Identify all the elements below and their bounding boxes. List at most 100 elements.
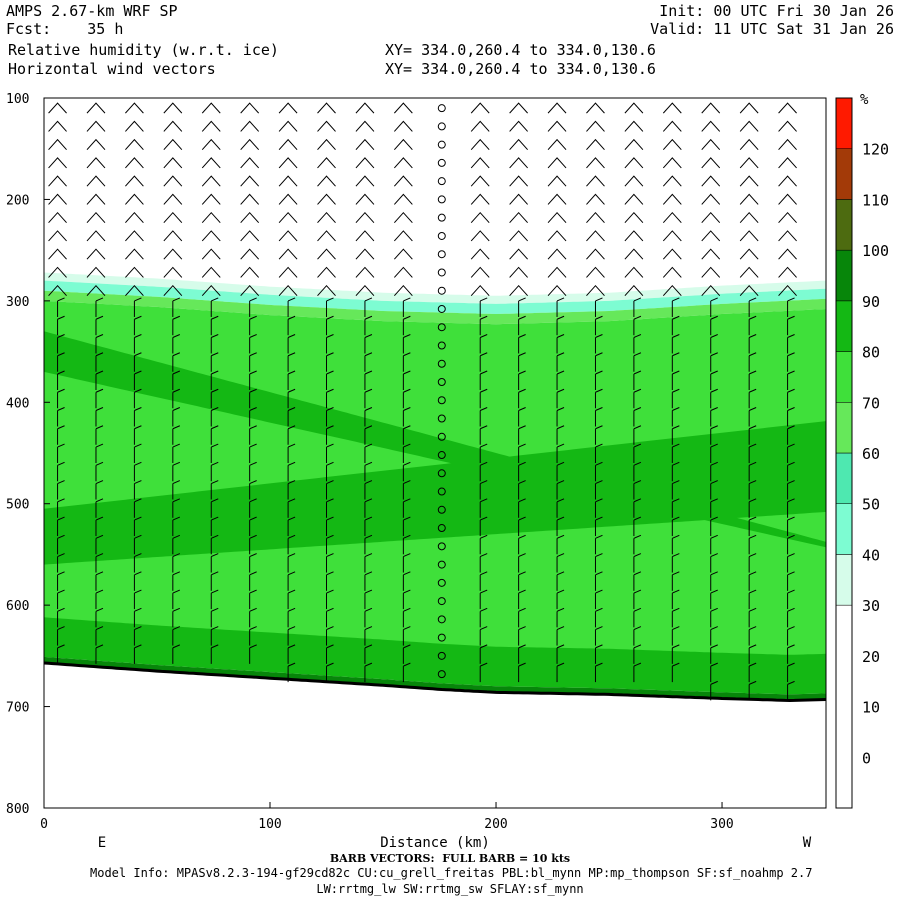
barb-shaft xyxy=(739,157,759,169)
barb-flag xyxy=(249,498,257,503)
wind-barb xyxy=(326,297,334,317)
barb-flag xyxy=(95,589,104,594)
wind-barb xyxy=(133,352,142,372)
barb-flag xyxy=(57,626,65,631)
wind-barb xyxy=(633,352,642,372)
barb-flag xyxy=(518,607,526,612)
wind-barb xyxy=(671,480,680,500)
barb-shaft xyxy=(163,284,183,297)
barb-shaft xyxy=(48,211,67,224)
barb-flag xyxy=(556,662,565,667)
wind-barb xyxy=(624,230,644,242)
below-ground-area xyxy=(44,663,826,808)
wind-barb xyxy=(633,315,642,336)
barb-shaft xyxy=(278,230,298,242)
barb-shaft xyxy=(509,248,528,260)
barb-flag xyxy=(595,571,603,576)
calm-wind-circle xyxy=(437,104,446,113)
barb-flag xyxy=(364,498,373,503)
barb-shaft xyxy=(662,175,682,187)
wind-barb xyxy=(594,461,603,482)
wind-barb xyxy=(48,138,67,150)
wind-barb xyxy=(402,644,411,664)
barb-flag xyxy=(633,662,642,667)
barb-flag xyxy=(95,626,104,631)
barb-flag xyxy=(95,498,104,503)
wind-barb xyxy=(287,480,296,500)
wind-barb xyxy=(48,102,67,114)
wind-barb xyxy=(739,102,759,114)
barb-shaft xyxy=(163,230,183,242)
wind-barb xyxy=(86,102,106,114)
barb-shaft xyxy=(355,193,375,205)
barb-shaft xyxy=(355,157,375,169)
barb-flag xyxy=(672,461,680,466)
wind-barb xyxy=(326,443,334,464)
barb-flag xyxy=(95,607,104,612)
wind-barb xyxy=(326,626,334,646)
wind-barb xyxy=(210,626,219,646)
barb-shaft xyxy=(470,138,490,150)
barb-flag xyxy=(211,553,219,558)
barb-flag xyxy=(95,315,104,320)
wind-barb xyxy=(402,589,411,610)
barb-flag xyxy=(672,388,680,393)
barb-flag xyxy=(287,461,296,466)
barb-flag xyxy=(672,297,680,302)
wind-barb xyxy=(633,589,642,610)
wind-barb xyxy=(748,662,757,683)
calm-wind-circle xyxy=(437,286,446,295)
wind-barb xyxy=(402,480,411,500)
barb-shaft xyxy=(393,138,413,150)
wind-barb xyxy=(633,626,642,646)
barb-shaft xyxy=(240,120,260,132)
wind-barb xyxy=(57,589,65,610)
wind-barb xyxy=(710,571,718,591)
wind-barb xyxy=(470,157,490,169)
barb-flag xyxy=(633,443,642,448)
wind-barb xyxy=(240,120,260,132)
wind-barb xyxy=(210,388,219,409)
wind-barb xyxy=(402,352,411,372)
barb-shaft xyxy=(163,211,183,224)
colorbar-swatch xyxy=(835,604,853,809)
wind-barb xyxy=(633,297,642,317)
wind-barb xyxy=(662,175,682,187)
wind-barb xyxy=(57,370,65,390)
barb-shaft xyxy=(586,230,605,242)
barb-flag xyxy=(287,425,296,430)
wind-barb xyxy=(48,157,67,169)
wind-barb xyxy=(671,315,680,336)
wind-barb xyxy=(402,498,411,518)
barb-shaft xyxy=(278,266,298,278)
barb-flag xyxy=(787,407,795,411)
barb-flag xyxy=(287,443,296,448)
barb-flag xyxy=(748,680,757,685)
wind-barb xyxy=(355,230,375,242)
wind-barb xyxy=(172,315,181,336)
barb-flag xyxy=(595,553,603,558)
wind-barb xyxy=(86,230,106,242)
barb-shaft xyxy=(470,284,490,297)
barb-flag xyxy=(748,461,757,466)
barb-flag xyxy=(787,498,795,503)
wind-barb xyxy=(240,157,260,169)
colorbar-tick-label: 110 xyxy=(862,191,889,209)
barb-flag xyxy=(480,388,488,393)
barb-flag xyxy=(748,644,757,649)
barb-flag xyxy=(364,553,373,558)
wind-barb xyxy=(470,175,490,187)
barb-flag xyxy=(595,315,603,320)
wind-barb xyxy=(509,284,528,297)
wind-barb xyxy=(201,230,221,242)
barb-shaft xyxy=(86,230,106,242)
wind-barb xyxy=(556,407,565,427)
calm-wind-circle xyxy=(437,670,446,679)
wind-barb xyxy=(479,352,488,372)
barb-flag xyxy=(172,407,181,411)
wind-barb xyxy=(787,607,795,628)
wind-barb xyxy=(355,248,375,260)
barb-shaft xyxy=(163,248,183,260)
wind-barb xyxy=(210,407,219,427)
